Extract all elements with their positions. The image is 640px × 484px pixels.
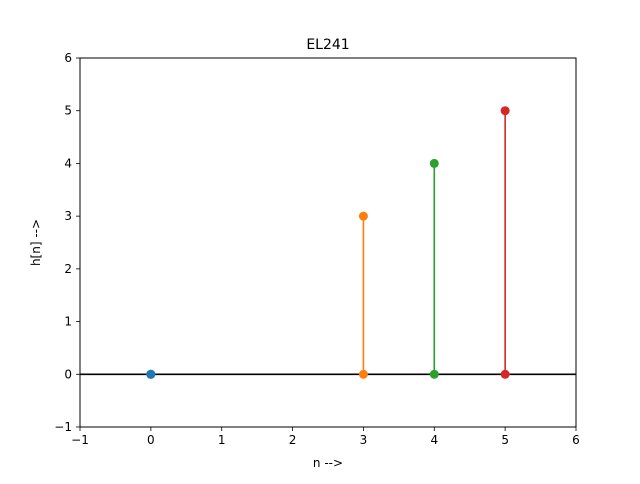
y-tick-label: 3 [64, 209, 72, 223]
stem-marker [358, 211, 368, 221]
x-tick-label: 3 [360, 433, 368, 447]
x-axis-label: n --> [313, 456, 343, 470]
x-tick-label: 0 [147, 433, 155, 447]
stem-base-marker [429, 369, 439, 379]
y-tick-label: 5 [64, 104, 72, 118]
y-tick-label: 0 [64, 367, 72, 381]
stem-marker [146, 369, 156, 379]
plot-frame [79, 57, 577, 428]
chart-marks [80, 106, 576, 379]
x-tick-label: 6 [572, 433, 580, 447]
y-tick-label: −1 [54, 420, 72, 434]
y-tick-label: 1 [64, 315, 72, 329]
stem-base-marker [500, 369, 510, 379]
stem-marker [500, 106, 510, 116]
y-tick-label: 2 [64, 262, 72, 276]
stem-base-marker [358, 369, 368, 379]
y-axis-label: h[n] --> [29, 219, 43, 266]
y-tick-label: 4 [64, 156, 72, 170]
y-tick-label: 6 [64, 51, 72, 65]
x-tick-label: −1 [71, 433, 89, 447]
chart-title: EL241 [306, 37, 349, 53]
axis-ticks: −1 0 1 2 3 4 5 6 −1 0 1 2 3 4 5 6 [54, 51, 580, 447]
x-tick-label: 4 [430, 433, 438, 447]
x-tick-label: 1 [218, 433, 226, 447]
x-tick-label: 5 [501, 433, 509, 447]
x-tick-label: 2 [289, 433, 297, 447]
stem-marker [429, 158, 439, 168]
